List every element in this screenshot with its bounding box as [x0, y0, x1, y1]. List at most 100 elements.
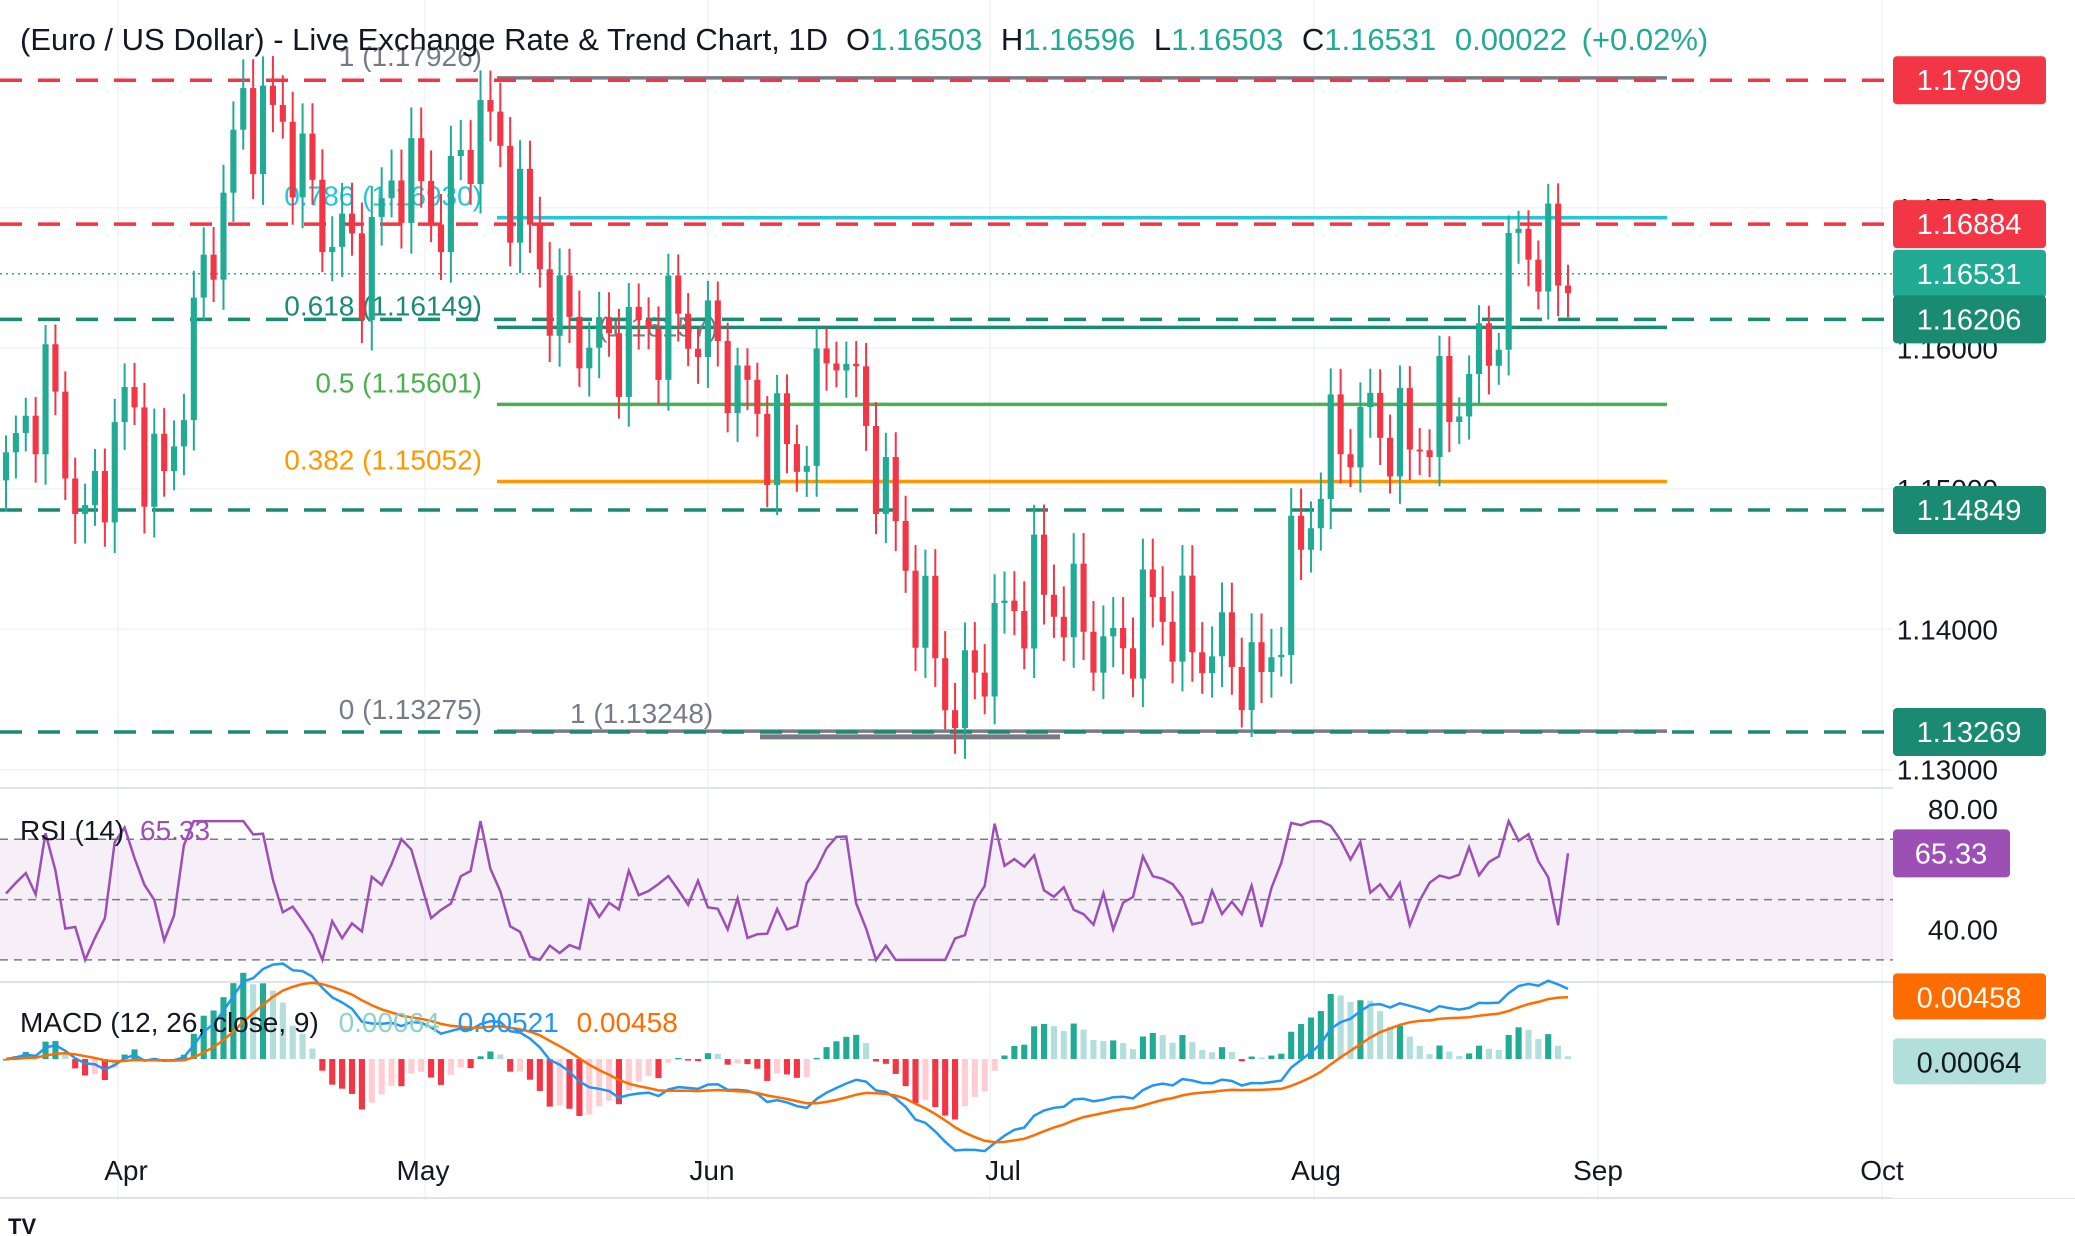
- macd-histogram-bar: [675, 1057, 682, 1060]
- candle-body: [645, 320, 652, 329]
- candle-body: [615, 333, 623, 397]
- candle-body: [912, 570, 919, 648]
- macd-hist-badge-label: 0.00064: [1917, 1047, 2022, 1079]
- macd-histogram-bar: [72, 1059, 79, 1069]
- macd-histogram-bar: [1367, 1000, 1374, 1060]
- macd-histogram-bar: [853, 1034, 860, 1060]
- candle-body: [1090, 631, 1097, 673]
- macd-histogram-bar: [863, 1043, 870, 1060]
- candle-body: [517, 168, 524, 243]
- price-badge: [1893, 56, 2046, 105]
- macd-histogram-bar: [1475, 1045, 1483, 1060]
- candle-body: [1545, 203, 1552, 292]
- candle-body: [1535, 259, 1542, 292]
- candle-body: [981, 672, 988, 697]
- candle-body: [754, 379, 761, 414]
- candle-body: [1525, 228, 1532, 260]
- candle-body: [289, 121, 296, 198]
- price-badge-label: 1.16531: [1917, 259, 2022, 291]
- rsi-tick-label: 80.00: [1928, 794, 1998, 825]
- candle-body: [1456, 416, 1463, 423]
- candle-body: [971, 650, 978, 673]
- candle-body: [1228, 612, 1235, 667]
- macd-histogram-bar: [991, 1059, 998, 1071]
- macd-histogram-bar: [1416, 1045, 1423, 1060]
- candle-body: [536, 224, 543, 270]
- candle-body: [625, 306, 632, 397]
- macd-histogram-bar: [1396, 1025, 1404, 1060]
- macd-histogram-bar: [744, 1059, 751, 1065]
- macd-histogram-bar: [1011, 1045, 1018, 1060]
- price-badge: [1893, 707, 2046, 756]
- candle-body: [526, 168, 534, 225]
- candle-body: [1209, 656, 1216, 674]
- macd-histogram-bar: [1406, 1036, 1413, 1060]
- macd-histogram-bar: [714, 1053, 721, 1060]
- macd-histogram-bar: [111, 1059, 118, 1068]
- macd-histogram-bar: [1466, 1053, 1473, 1060]
- candle-body: [1327, 394, 1334, 499]
- candle-body: [487, 100, 494, 112]
- macd-histogram-bar: [596, 1059, 603, 1107]
- candle-body: [1347, 454, 1354, 468]
- candle-body: [1080, 563, 1087, 632]
- macd-histogram-bar: [981, 1059, 988, 1092]
- candle-body: [556, 275, 563, 336]
- candle-body: [1485, 323, 1492, 366]
- macd-histogram-bar: [339, 1059, 346, 1089]
- candle-body: [457, 149, 464, 156]
- candle-body: [319, 179, 326, 253]
- macd-histogram-bar: [665, 1059, 672, 1063]
- candle-body: [872, 426, 880, 515]
- candle-body: [1040, 534, 1048, 595]
- candle-body: [398, 180, 405, 223]
- macd-histogram-bar: [1268, 1055, 1275, 1060]
- candle-body: [704, 300, 711, 357]
- candle-body: [1129, 648, 1137, 679]
- macd-histogram-bar: [319, 1059, 326, 1071]
- candle-body: [1021, 610, 1028, 649]
- candle-body: [151, 433, 158, 507]
- candle-body: [368, 216, 375, 321]
- macd-histogram-bar: [843, 1036, 850, 1060]
- candle-body: [586, 347, 593, 369]
- candle-body: [1377, 392, 1384, 438]
- macd-histogram-bar: [289, 1025, 296, 1060]
- candle-body: [863, 366, 870, 427]
- macd-histogram-bar: [220, 997, 227, 1060]
- macd-histogram-bar: [368, 1059, 375, 1103]
- rsi-tick-label: 40.00: [1928, 915, 1998, 946]
- candle-body: [833, 363, 840, 371]
- candle-body: [1357, 406, 1364, 468]
- macd-histogram-bar: [1505, 1034, 1512, 1060]
- macd-histogram-bar: [230, 983, 237, 1060]
- candle-body: [22, 415, 29, 434]
- macd-histogram-bar: [1307, 1017, 1315, 1060]
- candle-body: [507, 145, 514, 243]
- candle-body: [358, 233, 365, 321]
- candle-body: [1011, 600, 1018, 611]
- candle-body: [299, 133, 306, 198]
- macd-histogram-bar: [1564, 1056, 1572, 1060]
- candle-body: [250, 88, 257, 175]
- candle-body: [1070, 563, 1077, 638]
- candle-body: [131, 387, 138, 408]
- macd-histogram-bar: [447, 1059, 454, 1075]
- price-badge-label: 1.17909: [1917, 65, 2022, 97]
- candle-body: [141, 407, 148, 507]
- candle-body: [1139, 569, 1146, 679]
- macd-histogram-bar: [734, 1059, 741, 1064]
- candle-body: [121, 387, 128, 423]
- macd-histogram-bar: [615, 1059, 623, 1105]
- candle-body: [309, 133, 316, 180]
- tradingview-logo: TV: [8, 1214, 36, 1236]
- candle-body: [685, 313, 692, 349]
- candle-body: [1416, 449, 1423, 452]
- candle-body: [1278, 654, 1285, 658]
- macd-histogram-bar: [1515, 1027, 1522, 1060]
- macd-histogram-bar: [1179, 1035, 1186, 1060]
- macd-histogram-bar: [1050, 1026, 1057, 1060]
- candle-body: [1199, 652, 1206, 674]
- macd-histogram-bar: [1288, 1031, 1295, 1060]
